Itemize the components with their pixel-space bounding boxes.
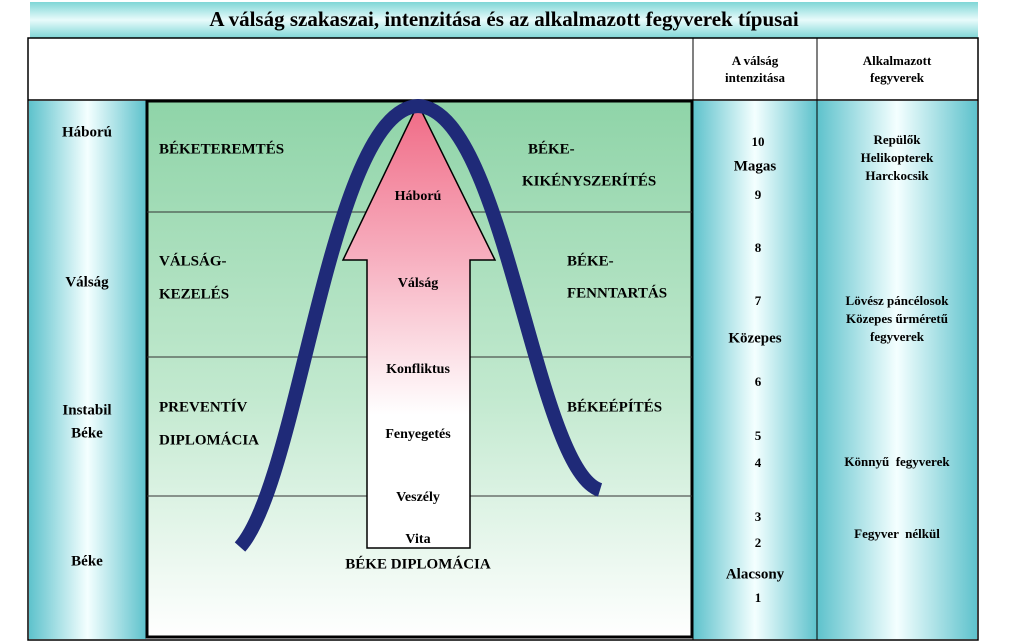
label: VÁLSÁG- xyxy=(159,252,227,269)
bell-curve xyxy=(234,98,604,552)
label: fegyverek xyxy=(870,70,925,85)
label: Béke xyxy=(71,425,103,441)
label: Közepes űrméretű xyxy=(846,311,948,326)
label: fegyverek xyxy=(870,329,925,344)
label: Könnyű fegyverek xyxy=(844,454,950,469)
label: Fenyegetés xyxy=(385,427,451,442)
weapons-column xyxy=(817,101,977,639)
label: Repülők xyxy=(874,132,922,147)
label: 10 xyxy=(752,134,765,149)
label: Alkalmazott xyxy=(863,53,932,68)
label: BÉKE DIPLOMÁCIA xyxy=(345,555,491,572)
label: 1 xyxy=(755,590,762,605)
label: BÉKE- xyxy=(567,252,614,269)
label: FENNTARTÁS xyxy=(567,284,667,301)
label: Lövész páncélosok xyxy=(846,293,950,308)
label: Háború xyxy=(62,124,112,140)
label: BÉKEÉPÍTÉS xyxy=(567,398,662,415)
label: 5 xyxy=(755,428,762,443)
label: DIPLOMÁCIA xyxy=(159,431,259,448)
label: A válság xyxy=(732,53,779,68)
label: Helikopterek xyxy=(861,150,934,165)
label: Magas xyxy=(734,158,777,174)
label: Béke xyxy=(71,553,103,569)
label: A válság szakaszai, intenzitása és az al… xyxy=(209,7,798,31)
label: Háború xyxy=(395,189,442,204)
label: 6 xyxy=(755,374,762,389)
label: Fegyver nélkül xyxy=(854,526,940,541)
stage-column xyxy=(29,101,146,639)
label: 9 xyxy=(755,187,762,202)
label: BÉKE- xyxy=(528,140,575,157)
label: KIKÉNYSZERÍTÉS xyxy=(522,172,656,189)
intensity-column xyxy=(693,101,817,639)
title-bar xyxy=(30,2,978,38)
label: 7 xyxy=(755,293,762,308)
label: 4 xyxy=(755,455,762,470)
label: BÉKETEREMTÉS xyxy=(159,140,284,157)
escalation-arrow xyxy=(341,102,497,549)
label: 2 xyxy=(755,535,762,550)
label: Válság xyxy=(398,276,438,291)
label: Válság xyxy=(65,274,109,290)
label: 3 xyxy=(755,509,762,524)
label: 8 xyxy=(755,240,762,255)
label: Harckocsik xyxy=(865,168,929,183)
label: intenzitása xyxy=(725,70,785,85)
label: Vita xyxy=(405,532,430,547)
label: Veszély xyxy=(396,490,440,505)
label: Alacsony xyxy=(726,566,785,582)
label: Közepes xyxy=(728,330,781,346)
label: Instabil xyxy=(62,402,111,418)
label: PREVENTÍV xyxy=(159,398,248,415)
label: Konfliktus xyxy=(386,362,450,377)
label: KEZELÉS xyxy=(159,285,229,302)
